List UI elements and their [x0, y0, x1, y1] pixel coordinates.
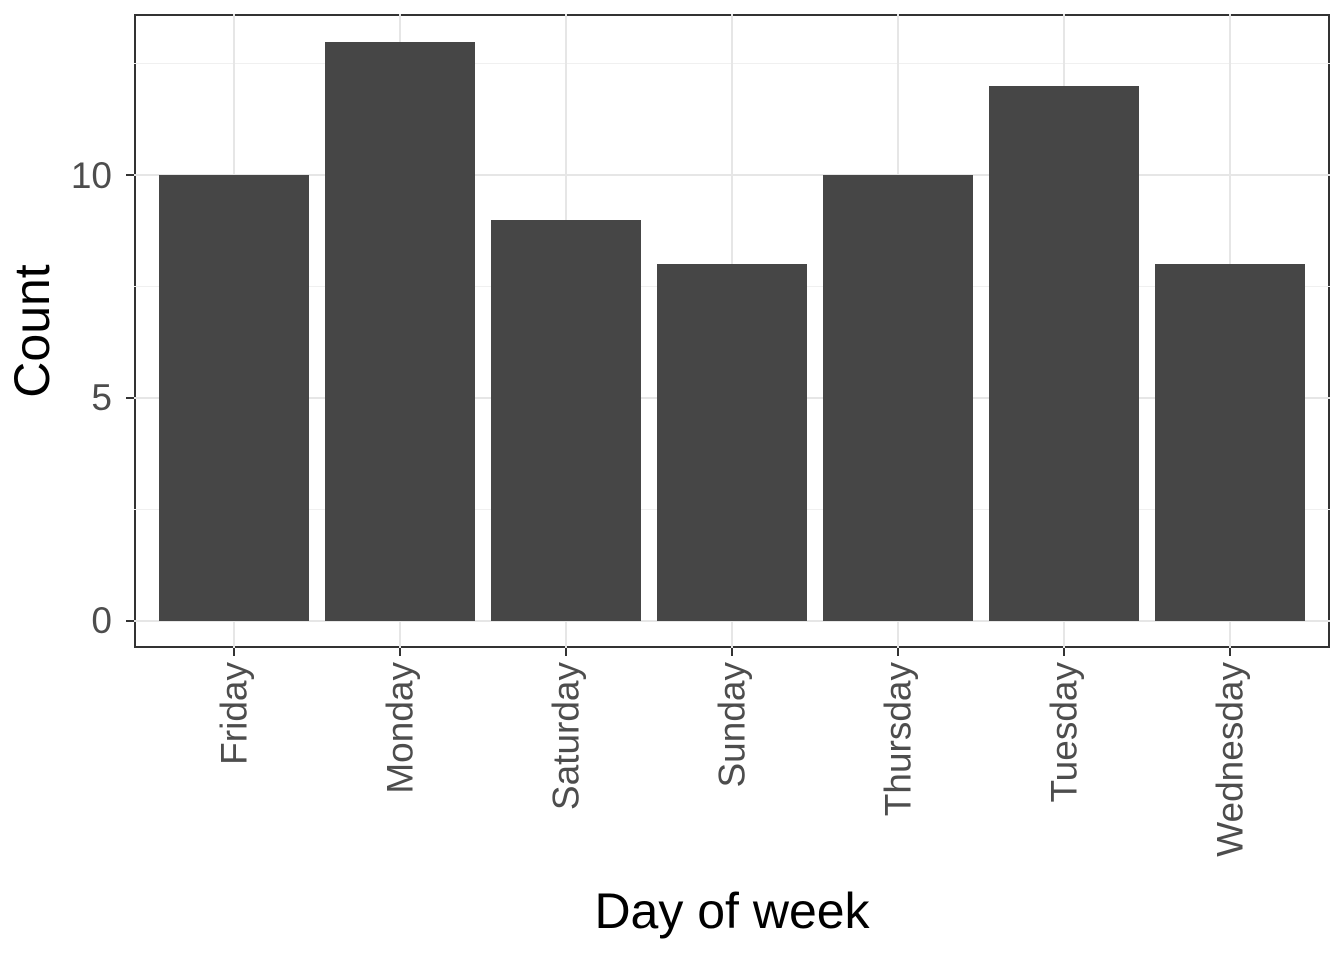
bar-tuesday — [989, 86, 1140, 621]
x-axis-tick — [232, 648, 235, 656]
bar-monday — [324, 41, 475, 621]
bar-thursday — [823, 175, 974, 621]
y-tick-label: 0 — [91, 600, 112, 642]
x-axis-tick — [731, 648, 733, 656]
y-axis-tick — [126, 396, 134, 399]
x-tick-label: Wednesday — [1209, 662, 1251, 857]
x-tick-label: Saturday — [545, 662, 587, 811]
x-tick-label: Friday — [213, 662, 255, 765]
x-tick-label: Thursday — [877, 662, 919, 817]
x-tick-label: Sunday — [711, 662, 753, 788]
x-axis-tick — [1229, 648, 1232, 656]
bar-sunday — [657, 264, 807, 621]
x-axis-tick — [897, 648, 900, 656]
bar-saturday — [490, 219, 641, 621]
x-axis-tick — [398, 648, 401, 656]
x-axis-tick — [564, 648, 567, 656]
y-tick-label: 5 — [91, 377, 112, 419]
y-tick-label: 10 — [70, 154, 112, 196]
x-axis-title: Day of week — [594, 883, 870, 939]
bar-wednesday — [1155, 264, 1306, 621]
x-axis-tick — [1063, 648, 1066, 656]
y-axis-tick — [126, 174, 134, 177]
y-axis-title: Count — [4, 264, 60, 398]
bar-friday — [158, 175, 309, 621]
x-tick-label: Tuesday — [1043, 662, 1085, 803]
y-axis-tick — [126, 619, 134, 622]
x-tick-label: Monday — [379, 662, 421, 794]
